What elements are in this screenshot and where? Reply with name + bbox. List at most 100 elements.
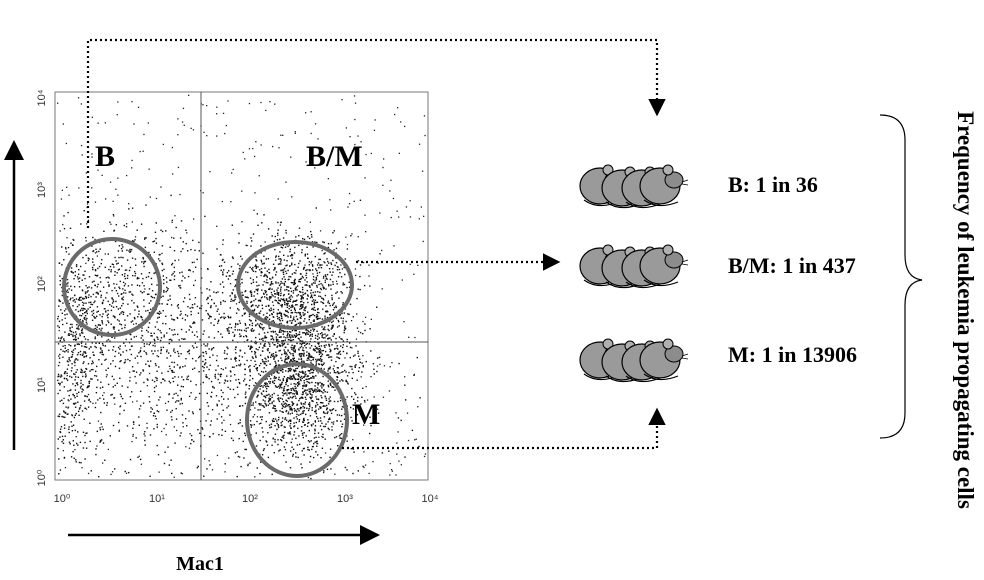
event-dot	[301, 344, 302, 345]
event-dot	[339, 352, 340, 353]
event-dot	[299, 323, 300, 324]
event-dot	[86, 310, 87, 311]
event-dot	[356, 313, 357, 314]
event-dot	[206, 366, 207, 367]
event-dot	[98, 311, 99, 312]
event-dot	[336, 436, 337, 437]
event-dot	[230, 358, 231, 359]
event-dot	[167, 371, 168, 372]
event-dot	[312, 334, 313, 335]
event-dot	[91, 311, 92, 312]
event-dot	[355, 268, 356, 269]
event-dot	[317, 454, 318, 455]
event-dot	[289, 433, 290, 434]
event-dot	[250, 291, 251, 292]
event-dot	[86, 347, 87, 348]
event-dot	[234, 336, 235, 337]
event-dot	[292, 273, 293, 274]
event-dot	[193, 218, 194, 219]
event-dot	[182, 276, 183, 277]
event-dot	[128, 250, 129, 251]
event-dot	[315, 346, 316, 347]
event-dot	[172, 222, 173, 223]
event-dot	[255, 401, 256, 402]
event-dot	[335, 361, 336, 362]
event-dot	[105, 267, 106, 268]
event-dot	[269, 296, 270, 297]
event-dot	[244, 374, 245, 375]
event-dot	[400, 121, 401, 122]
event-dot	[243, 441, 244, 442]
event-dot	[253, 233, 254, 234]
event-dot	[269, 352, 270, 353]
event-dot	[138, 352, 139, 353]
event-dot	[309, 430, 310, 431]
event-dot	[128, 208, 129, 209]
event-dot	[84, 458, 85, 459]
event-dot	[297, 404, 298, 405]
event-dot	[268, 360, 269, 361]
event-dot	[242, 356, 243, 357]
event-dot	[360, 332, 361, 333]
event-dot	[352, 473, 353, 474]
event-dot	[328, 428, 329, 429]
event-dot	[309, 406, 310, 407]
event-dot	[342, 406, 343, 407]
event-dot	[234, 286, 235, 287]
event-dot	[267, 271, 268, 272]
event-dot	[308, 404, 309, 405]
event-dot	[118, 250, 119, 251]
event-dot	[251, 405, 252, 406]
event-dot	[119, 314, 120, 315]
event-dot	[300, 306, 301, 307]
event-dot	[225, 317, 226, 318]
event-dot	[66, 350, 67, 351]
event-dot	[177, 385, 178, 386]
event-dot	[178, 285, 179, 286]
event-dot	[347, 244, 348, 245]
event-dot	[206, 353, 207, 354]
event-dot	[166, 410, 167, 411]
event-dot	[73, 403, 74, 404]
event-dot	[239, 302, 240, 303]
event-dot	[73, 373, 74, 374]
event-dot	[267, 332, 268, 333]
event-dot	[65, 308, 66, 309]
event-dot	[352, 378, 353, 379]
event-dot	[210, 322, 211, 323]
event-dot	[330, 350, 331, 351]
event-dot	[252, 378, 253, 379]
event-dot	[300, 355, 301, 356]
event-dot	[329, 337, 330, 338]
event-dot	[305, 371, 306, 372]
event-dot	[116, 224, 117, 225]
event-dot	[311, 304, 312, 305]
event-dot	[180, 287, 181, 288]
event-dot	[124, 276, 125, 277]
event-dot	[119, 288, 120, 289]
event-dot	[153, 428, 154, 429]
event-dot	[143, 285, 144, 286]
event-dot	[282, 278, 283, 279]
event-dot	[284, 419, 285, 420]
event-dot	[115, 351, 116, 352]
event-dot	[330, 383, 331, 384]
flow-arrow	[88, 40, 657, 228]
event-dot	[86, 448, 87, 449]
event-dot	[318, 351, 319, 352]
event-dot	[275, 410, 276, 411]
event-dot	[337, 372, 338, 373]
event-dot	[81, 372, 82, 373]
event-dot	[64, 228, 65, 229]
event-dot	[269, 383, 270, 384]
event-dot	[270, 395, 271, 396]
event-dot	[328, 262, 329, 263]
event-dot	[307, 376, 308, 377]
event-dot	[108, 277, 109, 278]
event-dot	[86, 223, 87, 224]
event-dot	[110, 435, 111, 436]
event-dot	[171, 362, 172, 363]
event-dot	[241, 292, 242, 293]
event-dot	[322, 284, 323, 285]
event-dot	[358, 289, 359, 290]
